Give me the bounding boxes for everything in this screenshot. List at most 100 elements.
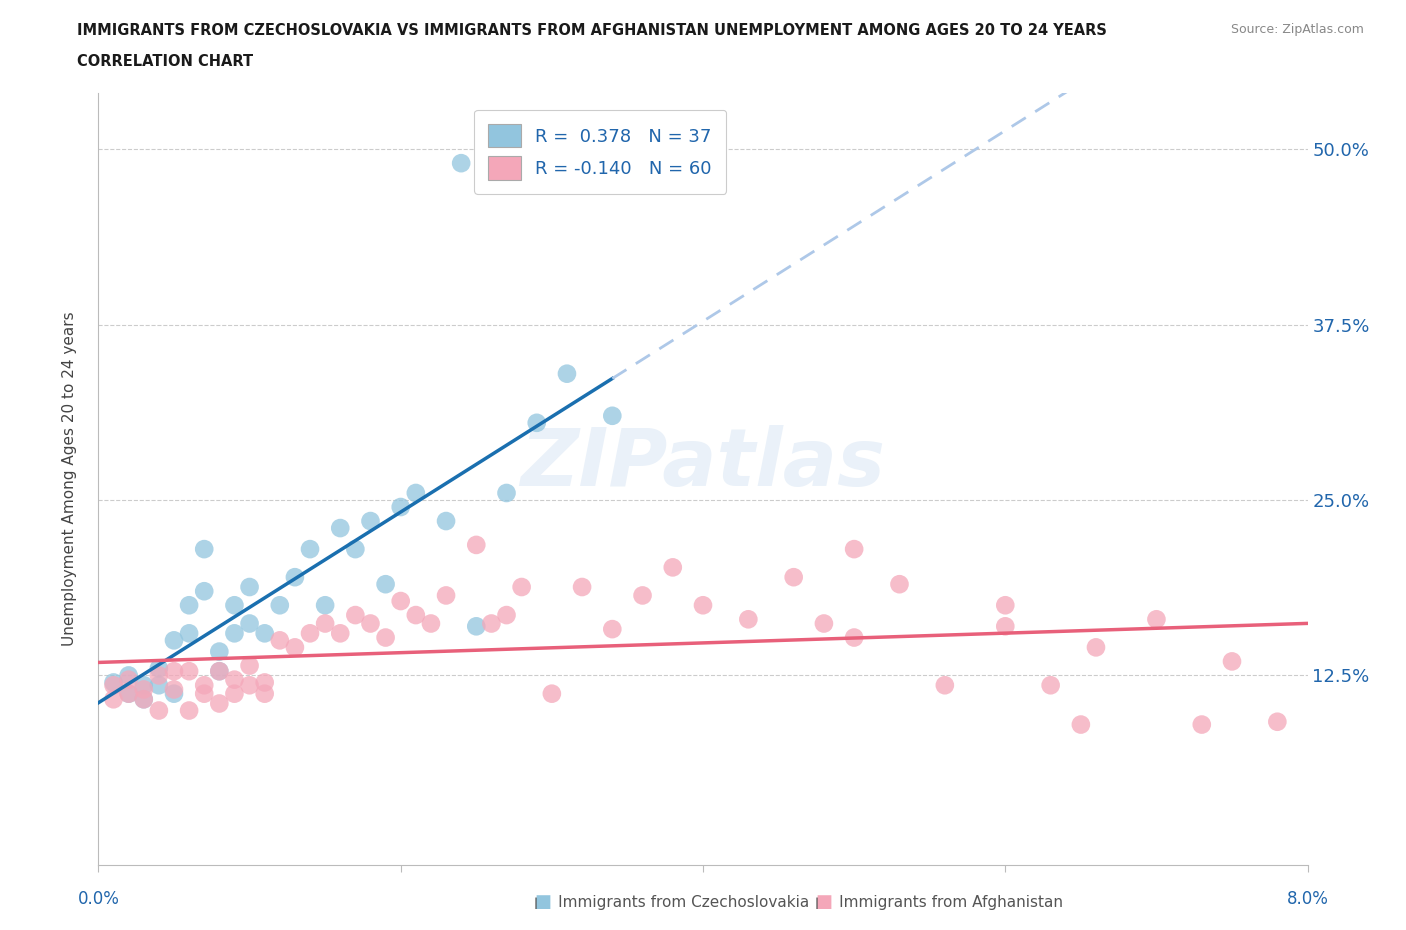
Point	[661, 560, 683, 575]
Point	[555, 366, 578, 381]
Point	[1070, 717, 1092, 732]
Point	[602, 621, 624, 636]
Text: 8.0%: 8.0%	[1286, 890, 1329, 908]
Point	[193, 686, 215, 701]
Point	[148, 668, 170, 683]
Point	[495, 607, 517, 622]
Point	[208, 644, 231, 659]
Point	[253, 675, 276, 690]
Point	[179, 598, 201, 613]
Point	[163, 664, 186, 679]
Text: Source: ZipAtlas.com: Source: ZipAtlas.com	[1230, 23, 1364, 36]
Point	[450, 155, 472, 170]
Point	[481, 616, 503, 631]
Point	[1191, 717, 1213, 732]
Point	[1039, 678, 1062, 693]
Point	[103, 692, 125, 707]
Point	[118, 686, 141, 701]
Point	[193, 678, 215, 693]
Point	[103, 678, 125, 693]
Point	[118, 668, 141, 683]
Point	[208, 696, 231, 711]
Point	[132, 682, 155, 697]
Text: ■  Immigrants from Afghanistan: ■ Immigrants from Afghanistan	[815, 895, 1063, 910]
Point	[329, 626, 352, 641]
Text: IMMIGRANTS FROM CZECHOSLOVAKIA VS IMMIGRANTS FROM AFGHANISTAN UNEMPLOYMENT AMONG: IMMIGRANTS FROM CZECHOSLOVAKIA VS IMMIGR…	[77, 23, 1107, 38]
Point	[118, 686, 141, 701]
Point	[224, 672, 246, 687]
Point	[148, 703, 170, 718]
Point	[193, 584, 215, 599]
Point	[269, 598, 291, 613]
Point	[405, 485, 427, 500]
Y-axis label: Unemployment Among Ages 20 to 24 years: Unemployment Among Ages 20 to 24 years	[62, 312, 77, 646]
Point	[844, 541, 866, 556]
Text: ZIPatlas: ZIPatlas	[520, 424, 886, 502]
Point	[1146, 612, 1168, 627]
Point	[269, 633, 291, 648]
Point	[374, 631, 396, 645]
Point	[526, 416, 548, 431]
Point	[132, 692, 155, 707]
Point	[994, 598, 1017, 613]
Point	[540, 686, 562, 701]
Point	[224, 686, 246, 701]
Text: 0.0%: 0.0%	[77, 890, 120, 908]
Point	[434, 588, 457, 603]
Point	[813, 616, 835, 631]
Point	[889, 577, 911, 591]
Point	[148, 661, 170, 676]
Point	[374, 577, 396, 591]
Point	[631, 588, 654, 603]
Point	[179, 664, 201, 679]
Point	[994, 618, 1017, 633]
Point	[163, 682, 186, 697]
Point	[239, 658, 262, 673]
Point	[692, 598, 714, 613]
Point	[253, 686, 276, 701]
Point	[284, 640, 307, 655]
Point	[571, 579, 593, 594]
Point	[299, 541, 322, 556]
Point	[299, 626, 322, 641]
Point	[132, 678, 155, 693]
Point	[239, 616, 262, 631]
Text: ■: ■	[534, 893, 551, 911]
Point	[314, 598, 336, 613]
Point	[103, 675, 125, 690]
Point	[737, 612, 759, 627]
Point	[193, 541, 215, 556]
Point	[329, 521, 352, 536]
Point	[602, 408, 624, 423]
Point	[434, 513, 457, 528]
Point	[934, 678, 956, 693]
Point	[224, 626, 246, 641]
Point	[360, 616, 382, 631]
Point	[495, 485, 517, 500]
Point	[1267, 714, 1289, 729]
Text: ■  Immigrants from Czechoslovakia: ■ Immigrants from Czechoslovakia	[534, 895, 810, 910]
Point	[783, 570, 806, 585]
Legend: R =  0.378   N = 37, R = -0.140   N = 60: R = 0.378 N = 37, R = -0.140 N = 60	[474, 110, 727, 194]
Point	[118, 672, 141, 687]
Text: ■: ■	[815, 893, 832, 911]
Point	[360, 513, 382, 528]
Point	[224, 598, 246, 613]
Point	[844, 631, 866, 645]
Point	[344, 607, 367, 622]
Point	[163, 633, 186, 648]
Point	[179, 703, 201, 718]
Point	[389, 499, 412, 514]
Point	[163, 686, 186, 701]
Point	[284, 570, 307, 585]
Point	[465, 538, 488, 552]
Text: CORRELATION CHART: CORRELATION CHART	[77, 54, 253, 69]
Point	[314, 616, 336, 631]
Point	[510, 579, 533, 594]
Point	[405, 607, 427, 622]
Point	[208, 664, 231, 679]
Point	[1085, 640, 1108, 655]
Point	[344, 541, 367, 556]
Point	[148, 678, 170, 693]
Point	[420, 616, 443, 631]
